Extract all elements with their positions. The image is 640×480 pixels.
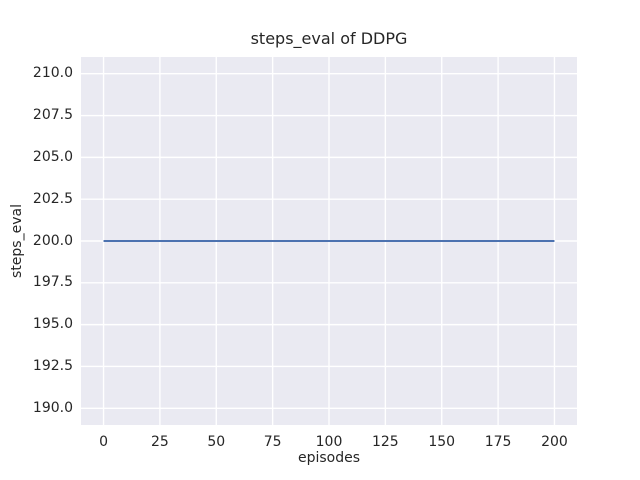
y-tick-label: 205.0	[32, 148, 73, 165]
x-axis-label: episodes	[297, 450, 361, 466]
plot-area	[81, 57, 577, 425]
y-axis-label: steps_eval	[9, 204, 25, 278]
y-tick-label: 210.0	[32, 65, 73, 82]
y-tick-label: 192.5	[32, 357, 73, 374]
y-tick-label: 200.0	[32, 232, 73, 249]
y-tick-label: 195.0	[32, 316, 73, 333]
y-tick-label: 202.5	[32, 190, 73, 207]
y-tick-label: 190.0	[32, 399, 73, 416]
x-tick-label: 200	[541, 434, 568, 450]
x-tick-label: 0	[99, 434, 108, 450]
x-tick-label: 75	[263, 434, 282, 450]
x-tick-label: 125	[371, 434, 399, 450]
y-tick-label: 207.5	[32, 107, 73, 124]
x-tick-label: 100	[315, 434, 343, 450]
plot-canvas	[81, 57, 577, 425]
x-tick-label: 175	[484, 434, 512, 450]
chart-title: steps_eval of DDPG	[250, 29, 408, 48]
x-tick-label: 50	[207, 434, 226, 450]
x-tick-label: 25	[150, 434, 169, 450]
y-tick-label: 197.5	[32, 274, 73, 291]
x-tick-label: 150	[428, 434, 456, 450]
